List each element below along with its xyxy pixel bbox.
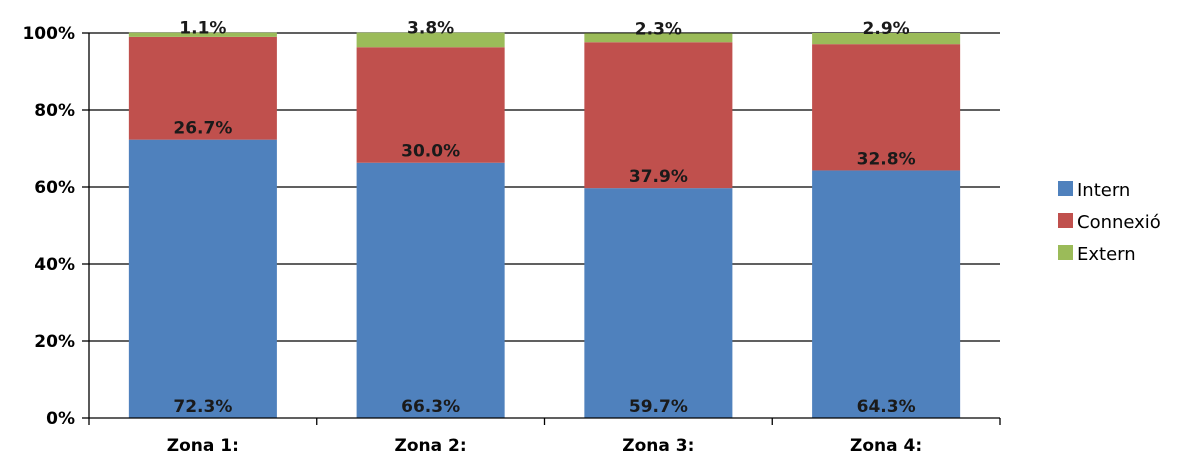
data-label: 3.8% <box>407 19 454 39</box>
bar-segment-intern <box>812 170 961 418</box>
category-labels: Zona 1: Zona 2: Zona 3: Zona 4: <box>167 436 922 456</box>
bar-segment-connexi- <box>356 47 505 163</box>
legend-swatch <box>1058 245 1073 260</box>
bar-segment-connexi- <box>584 42 733 189</box>
axes <box>82 32 1001 425</box>
y-tick-label: 80% <box>34 101 75 121</box>
y-tick-labels: 0% 20% 40% 60% 80% 100% <box>22 24 75 429</box>
category-label: Zona 1: <box>167 436 239 456</box>
y-tick-label: 100% <box>22 24 75 44</box>
data-label: 72.3% <box>173 397 232 417</box>
legend-label: Connexió <box>1077 212 1161 233</box>
legend-swatch <box>1058 181 1073 196</box>
bar-segment-intern <box>356 162 505 418</box>
bar-segment-extern <box>812 33 961 45</box>
data-label: 64.3% <box>857 397 916 417</box>
category-label: Zona 4: <box>850 436 922 456</box>
data-label: 2.3% <box>635 19 682 39</box>
data-label: 2.9% <box>863 19 910 39</box>
data-label: 26.7% <box>173 119 232 139</box>
legend-swatch <box>1058 213 1073 228</box>
legend: Intern Connexió Extern <box>1058 180 1161 265</box>
data-label: 37.9% <box>629 167 688 187</box>
bar-segment-extern <box>356 32 505 48</box>
y-tick-label: 40% <box>34 255 75 275</box>
data-label: 30.0% <box>401 142 460 162</box>
y-tick-label: 20% <box>34 332 75 352</box>
data-label: 1.1% <box>179 19 226 39</box>
data-label: 32.8% <box>857 149 916 169</box>
data-label: 59.7% <box>629 397 688 417</box>
bar-segment-connexi- <box>128 36 277 140</box>
category-label: Zona 3: <box>622 436 694 456</box>
bar-segment-connexi- <box>812 44 961 171</box>
bars <box>128 32 961 418</box>
data-labels: 72.3% 26.7% 1.1% 66.3% 30.0% 3.8% 59.7% 37.9% 2.… <box>173 19 915 417</box>
category-label: Zona 2: <box>395 436 467 456</box>
bar-segment-intern <box>584 188 733 418</box>
legend-label: Extern <box>1077 244 1136 265</box>
legend-label: Intern <box>1077 180 1130 201</box>
bar-segment-extern <box>128 32 277 37</box>
bar-segment-extern <box>584 33 733 43</box>
y-tick-label: 60% <box>34 178 75 198</box>
data-label: 66.3% <box>401 397 460 417</box>
bar-segment-intern <box>128 139 277 418</box>
y-tick-label: 0% <box>46 409 75 429</box>
